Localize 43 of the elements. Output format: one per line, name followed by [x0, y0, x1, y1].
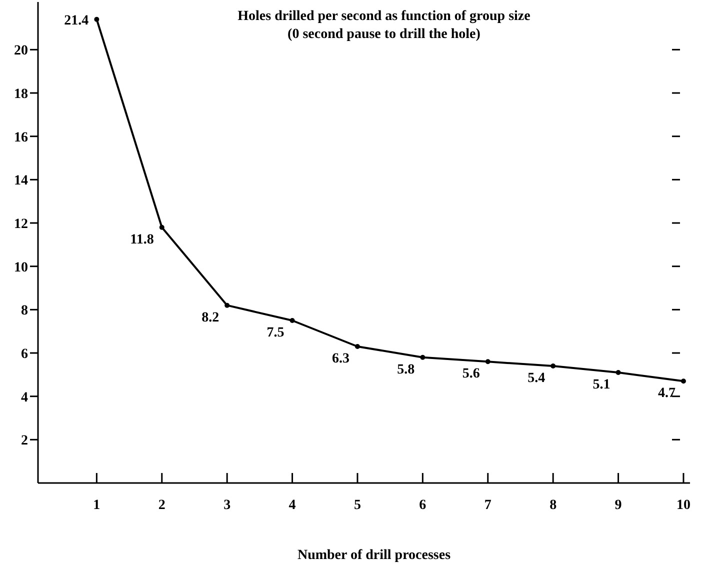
point: [290, 318, 295, 323]
data-label: 5.4: [528, 371, 546, 386]
y-tick-label: 14: [14, 174, 28, 189]
x-tick-label: 7: [484, 498, 492, 513]
y-tick-label: 2: [21, 434, 28, 449]
x-tick-label: 5: [354, 498, 361, 513]
data-label: 5.8: [397, 362, 415, 378]
y-tick-label: 18: [14, 87, 28, 102]
y-tick-label: 4: [21, 390, 28, 406]
data-label: 5.1: [592, 378, 610, 392]
y-tick-label: 10: [14, 260, 28, 276]
data-label: 4.7: [658, 386, 676, 402]
text: Holes drilled per second as function of group size: [238, 9, 530, 24]
x-tick-label: 8: [550, 498, 557, 513]
point: [680, 378, 686, 384]
point: [616, 370, 621, 375]
text: (0 second pause to drill the hole): [288, 27, 481, 42]
y-tick-label: 20: [14, 44, 28, 59]
point: [94, 16, 100, 22]
x-tick-label: 6: [419, 498, 426, 513]
x-tick-label: 4: [288, 498, 296, 513]
point: [550, 364, 556, 368]
x-tick-label: 10: [676, 498, 690, 513]
x-tick-label: 1: [93, 498, 100, 513]
data-label: 7.5: [266, 326, 284, 340]
x-tick-label: 9: [614, 498, 622, 513]
point: [420, 354, 426, 360]
point: [159, 224, 164, 230]
data-label: 11.8: [130, 232, 154, 248]
data-label: 5.6: [462, 366, 480, 382]
x-axis-title: Number of drill processes: [297, 548, 452, 563]
y-tick-label: 8: [21, 304, 28, 319]
x-tick-label: 2: [158, 498, 166, 513]
point: [354, 344, 360, 349]
data-label: 8.2: [202, 310, 220, 326]
x-tick-label: 3: [224, 498, 231, 513]
data-label: 6.3: [332, 352, 350, 366]
point: [485, 359, 490, 364]
y-tick-label: 12: [14, 217, 28, 232]
point: [224, 302, 230, 308]
data-label: 21.4: [64, 13, 89, 28]
y-tick-label: 16: [14, 130, 28, 146]
y-tick-label: 6: [21, 347, 28, 362]
